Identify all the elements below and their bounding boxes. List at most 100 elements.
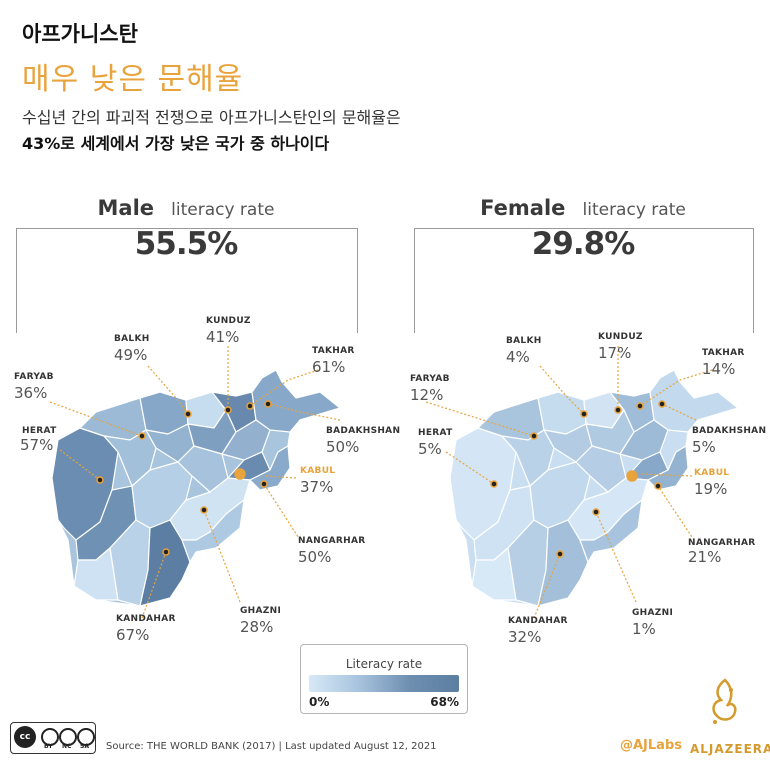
color-legend: Literacy rate 0% 68%: [300, 644, 468, 714]
female-prov-faryab: [477, 397, 545, 441]
female-leader-kabul: [639, 473, 693, 477]
male-prov-nimroz: [73, 547, 119, 601]
female-label-ghazni: GHAZNI: [632, 608, 674, 618]
male-map-outline: [51, 369, 341, 607]
male-label-kabul: KABUL: [300, 466, 336, 476]
male-dot-kunduz: [224, 406, 232, 414]
female-prov-bamyan: [575, 445, 627, 493]
female-dot-takhar: [636, 402, 644, 410]
male-label-kunduz: KUNDUZ: [206, 316, 251, 326]
female-value-nangarhar: 21%: [688, 548, 722, 566]
male-rate-label: literacy rate: [165, 200, 281, 220]
male-prov-parwan: [221, 419, 271, 461]
female-dot-ghazni: [592, 508, 600, 516]
male-prov-balkh: [139, 391, 189, 435]
female-prov-kunduz: [583, 391, 625, 429]
female-dot-badakhshan: [658, 400, 666, 408]
female-prov-helmand: [507, 519, 549, 607]
subtitle-line-2: 43%로 세계에서 가장 낮은 국가 중 하나이다: [22, 134, 330, 153]
male-value-ghazni: 28%: [240, 618, 274, 636]
ajlabs-handle: @AJLabs: [620, 738, 682, 753]
female-label-faryab: FARYAB: [410, 374, 450, 384]
female-dot-nangarhar: [654, 482, 662, 490]
aljazeera-wordmark: ALJAZEERA: [690, 742, 770, 756]
female-value-badakhshan: 5%: [692, 438, 716, 456]
kicker: 아프가니스탄: [22, 22, 138, 46]
nc-icon: [59, 728, 77, 746]
female-label-takhar: TAKHAR: [702, 348, 745, 358]
male-prov-zabul: [181, 499, 245, 563]
male-leader-nangarhar: [263, 483, 301, 541]
female-gender-label: Female: [474, 196, 572, 220]
female-value-takhar: 14%: [702, 360, 736, 378]
male-label-badakhshan: BADAKHSHAN: [326, 426, 401, 436]
male-prov-kandahar: [139, 519, 191, 607]
female-label-kunduz: KUNDUZ: [598, 332, 643, 342]
male-prov-nangarhar: [249, 445, 291, 491]
female-bracket: [414, 228, 754, 333]
female-prov-takhar: [609, 391, 655, 433]
male-leader-balkh: [147, 365, 189, 415]
male-prov-samangan: [145, 423, 195, 463]
male-prov-bamyan: [177, 445, 229, 493]
sa-label: SA: [80, 743, 89, 750]
male-label-herat: HERAT: [22, 426, 57, 436]
female-dot-kabul: [626, 470, 638, 482]
male-dot-kabul: [234, 468, 246, 480]
cc-icon: cc: [14, 726, 36, 748]
male-prov-ghor: [131, 461, 193, 529]
sa-icon: [77, 728, 95, 746]
male-prov-kunduz: [185, 391, 227, 429]
male-leader-faryab: [49, 401, 143, 437]
female-prov-herat: [449, 427, 517, 541]
male-label-ghazni: GHAZNI: [240, 606, 282, 616]
male-dot-kandahar: [162, 548, 170, 556]
female-prov-nangarhar: [647, 445, 689, 491]
nc-label: NC: [62, 743, 72, 750]
female-leader-badakhshan: [661, 403, 697, 421]
male-value-nangarhar: 50%: [298, 548, 332, 566]
female-prov-badakhshan: [649, 369, 739, 433]
female-label-nangarhar: NANGARHAR: [688, 538, 756, 548]
male-label-takhar: TAKHAR: [312, 346, 355, 356]
male-leader-ghazni: [203, 509, 241, 603]
male-value-kandahar: 67%: [116, 626, 150, 644]
legend-title: Literacy rate: [345, 657, 423, 671]
female-value-balkh: 4%: [506, 348, 530, 366]
male-dot-balkh: [184, 410, 192, 418]
source-note: Source: THE WORLD BANK (2017) | Last upd…: [106, 741, 437, 752]
female-prov-badghis: [501, 429, 555, 487]
male-bracket: [16, 228, 358, 333]
male-dot-takhar: [246, 402, 254, 410]
female-prov-kandahar: [537, 519, 589, 607]
male-value-kunduz: 41%: [206, 328, 240, 346]
female-prov-samangan: [543, 423, 593, 463]
female-value-kunduz: 17%: [598, 344, 632, 362]
female-dot-balkh: [580, 410, 588, 418]
female-prov-kabul: [625, 451, 669, 481]
male-dot-ghazni: [200, 506, 208, 514]
male-label-faryab: FARYAB: [14, 372, 54, 382]
male-prov-kabul: [227, 451, 271, 481]
male-prov-takhar: [211, 391, 257, 433]
legend-gradient-bar: [309, 675, 459, 692]
male-leader-takhar: [249, 369, 319, 407]
male-leader-kandahar: [141, 551, 167, 619]
female-prov-parwan: [619, 419, 669, 461]
male-prov-faryab: [79, 397, 147, 441]
female-value-faryab: 12%: [410, 386, 444, 404]
female-label-balkh: BALKH: [506, 336, 542, 346]
female-rate-label: literacy rate: [576, 200, 692, 220]
male-label-nangarhar: NANGARHAR: [298, 536, 366, 546]
male-prov-baghlan: [187, 409, 237, 455]
legend-max: 68%: [430, 695, 459, 709]
male-value-kabul: 37%: [300, 478, 334, 496]
female-leader-nangarhar: [657, 485, 695, 541]
male-value-faryab: 36%: [14, 384, 48, 402]
female-value-ghazni: 1%: [632, 620, 656, 638]
female-leader-kandahar: [533, 553, 561, 619]
female-prov-nimroz: [471, 547, 517, 601]
subtitle-line-1: 수십년 간의 파괴적 전쟁으로 아프가니스탄인의 문해율은: [22, 108, 401, 127]
female-prov-ghazni: [567, 477, 649, 541]
female-prov-baghlan: [585, 409, 635, 455]
